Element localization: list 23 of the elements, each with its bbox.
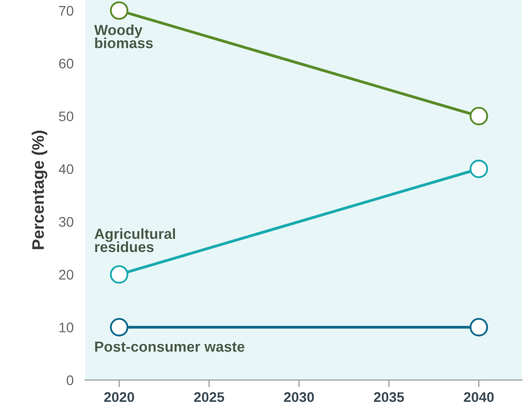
point bbox=[110, 265, 128, 284]
point bbox=[470, 318, 488, 336]
x-tick-label: 2025 bbox=[194, 392, 224, 402]
series-label: Woody biomass bbox=[94, 24, 153, 48]
x-tick-label: 2040 bbox=[464, 392, 494, 402]
point bbox=[470, 160, 488, 178]
x-tick-label: 2030 bbox=[284, 392, 314, 402]
y-tick-label: 40 bbox=[58, 164, 74, 174]
y-tick-label: 10 bbox=[60, 322, 74, 332]
series-label: Agricultural residues bbox=[94, 228, 175, 252]
y-tick-label: 50 bbox=[58, 111, 74, 122]
y-tick-label: 30 bbox=[58, 217, 74, 227]
point bbox=[470, 106, 488, 126]
point bbox=[110, 1, 128, 20]
x-tick-label: 2035 bbox=[374, 392, 404, 402]
y-tick-label: 70 bbox=[59, 6, 74, 16]
y-tick-label: 0 bbox=[66, 375, 74, 386]
y-tick-label: 60 bbox=[59, 58, 74, 69]
y-axis-title: Percentage (%) bbox=[32, 130, 48, 250]
series-label: Post-consumer waste bbox=[95, 342, 244, 352]
point bbox=[110, 318, 128, 336]
x-tick-label: 2020 bbox=[104, 392, 134, 402]
y-tick-label: 20 bbox=[59, 270, 74, 280]
